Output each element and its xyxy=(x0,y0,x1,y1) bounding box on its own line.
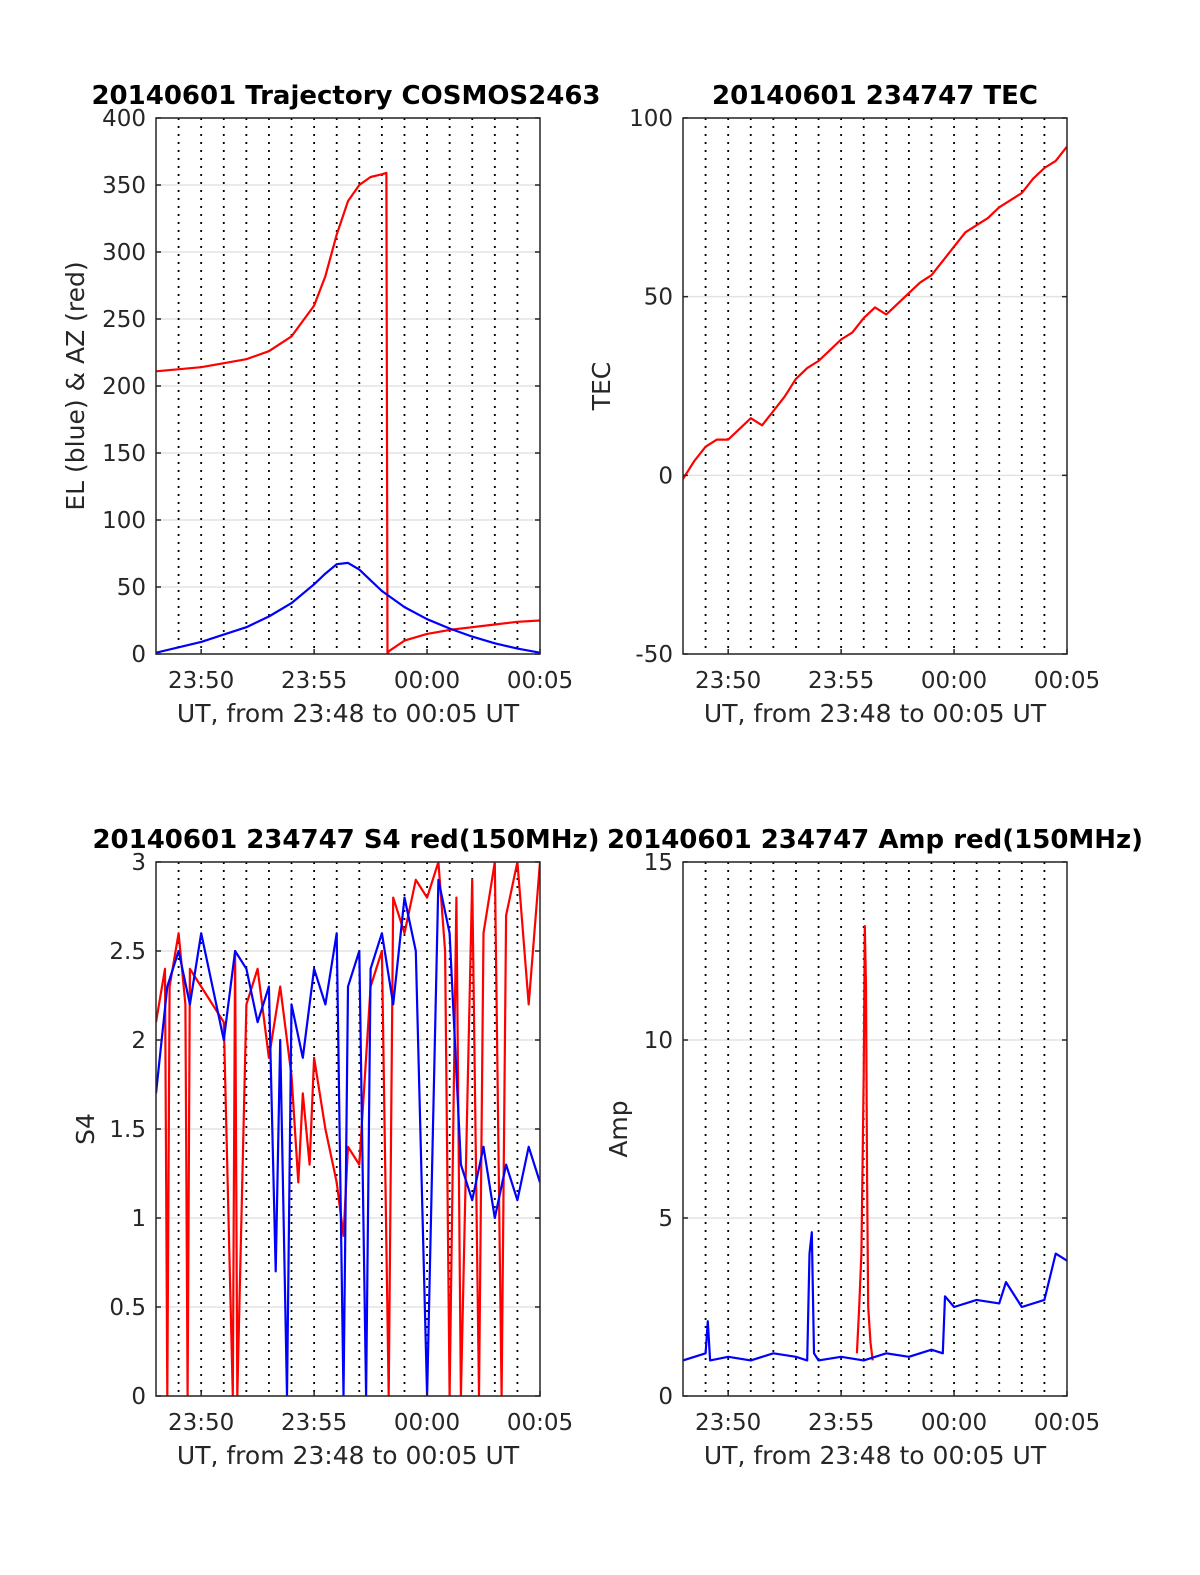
y-tick-label: 50 xyxy=(117,575,146,601)
y-tick-label: -50 xyxy=(635,642,673,668)
chart-title: 20140601 Trajectory COSMOS2463 xyxy=(91,81,600,111)
y-tick-label: 1 xyxy=(131,1206,146,1232)
series-line xyxy=(683,1231,1067,1362)
x-tick-label: 00:05 xyxy=(507,668,573,694)
y-tick-label: 250 xyxy=(102,307,146,333)
amp-chart: 0 5 10 15 23:50 23:55 00:00 00:05 20140601 23474… xyxy=(604,825,1143,1470)
x-tick-label: 23:55 xyxy=(281,1410,347,1436)
plot-frame xyxy=(682,861,1068,1397)
trajectory-chart: 0 50 100 150 200 250 300 350 400 23:50 23:55 00:00 0… xyxy=(61,81,601,728)
x-tick-label: 23:50 xyxy=(168,1410,234,1436)
y-tick-label: 2 xyxy=(131,1028,146,1054)
x-tick-label: 23:55 xyxy=(808,1410,874,1436)
tec-chart: -50 0 50 100 23:50 23:55 00:00 00:05 20140601 23… xyxy=(587,81,1100,728)
y-tick-label: 50 xyxy=(644,285,673,311)
y-tick-label: 300 xyxy=(102,240,146,266)
s4-chart: 0 0.5 1 1.5 2 2.5 3 23:50 23:55 00:00 00:05 2014060… xyxy=(71,825,600,1470)
x-axis-label: UT, from 23:48 to 00:05 UT xyxy=(177,699,520,728)
y-tick-label: 10 xyxy=(644,1028,673,1054)
series-line xyxy=(156,171,540,654)
x-tick-label: 23:55 xyxy=(281,668,347,694)
x-axis-label: UT, from 23:48 to 00:05 UT xyxy=(704,699,1047,728)
y-axis-label: TEC xyxy=(587,362,616,412)
series-line xyxy=(855,924,874,1361)
chart-title: 20140601 234747 S4 red(150MHz) xyxy=(92,825,599,855)
series-line xyxy=(683,145,1067,480)
series-line xyxy=(156,878,540,1396)
y-tick-label: 150 xyxy=(102,441,146,467)
x-tick-label: 00:00 xyxy=(394,1410,460,1436)
x-axis-label: UT, from 23:48 to 00:05 UT xyxy=(704,1441,1047,1470)
x-tick-label: 23:50 xyxy=(695,668,761,694)
plot-frame xyxy=(682,117,1068,655)
x-tick-label: 23:50 xyxy=(168,668,234,694)
x-axis-label: UT, from 23:48 to 00:05 UT xyxy=(177,1441,520,1470)
chart-title: 20140601 234747 Amp red(150MHz) xyxy=(607,825,1143,855)
y-tick-label: 5 xyxy=(658,1206,673,1232)
x-tick-label: 00:05 xyxy=(507,1410,573,1436)
x-tick-label: 00:05 xyxy=(1034,668,1100,694)
y-axis-label: S4 xyxy=(71,1113,100,1145)
chart-title: 20140601 234747 TEC xyxy=(712,81,1038,111)
x-tick-label: 00:00 xyxy=(921,1410,987,1436)
x-tick-label: 23:55 xyxy=(808,668,874,694)
y-tick-label: 3 xyxy=(131,850,146,876)
y-tick-label: 350 xyxy=(102,173,146,199)
y-tick-label: 100 xyxy=(629,106,673,132)
y-tick-label: 400 xyxy=(102,106,146,132)
y-tick-label: 0 xyxy=(131,642,146,668)
y-axis-label: Amp xyxy=(604,1100,633,1157)
x-tick-label: 00:00 xyxy=(921,668,987,694)
y-tick-label: 200 xyxy=(102,374,146,400)
y-tick-label: 0 xyxy=(658,463,673,489)
x-tick-label: 00:00 xyxy=(394,668,460,694)
y-tick-label: 1.5 xyxy=(109,1117,146,1143)
x-tick-label: 23:50 xyxy=(695,1410,761,1436)
y-tick-label: 2.5 xyxy=(109,939,146,965)
y-tick-label: 0 xyxy=(131,1384,146,1410)
y-tick-label: 0 xyxy=(658,1384,673,1410)
y-tick-label: 100 xyxy=(102,508,146,534)
series-line xyxy=(156,561,540,654)
y-tick-label: 0.5 xyxy=(109,1295,146,1321)
y-axis-label: EL (blue) & AZ (red) xyxy=(61,261,90,510)
y-tick-label: 15 xyxy=(644,850,673,876)
x-tick-label: 00:05 xyxy=(1034,1410,1100,1436)
